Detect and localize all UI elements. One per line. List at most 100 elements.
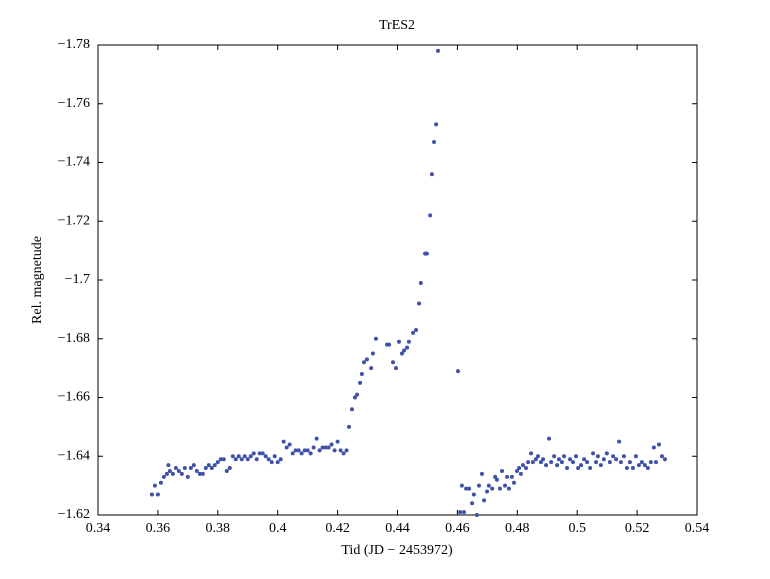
- point: [290, 451, 295, 456]
- point: [206, 463, 211, 468]
- point: [278, 457, 283, 462]
- point: [656, 442, 661, 447]
- point: [636, 463, 641, 468]
- point: [369, 366, 374, 371]
- point: [284, 445, 289, 450]
- point: [459, 483, 464, 488]
- point: [486, 483, 491, 488]
- point: [621, 454, 626, 459]
- x-tick-label: 0.5: [568, 521, 586, 536]
- point: [176, 468, 181, 473]
- point: [576, 466, 581, 470]
- x-tick-label: 0.52: [625, 521, 650, 536]
- point: [523, 466, 528, 470]
- point: [582, 457, 587, 462]
- point: [607, 460, 612, 465]
- point: [161, 474, 166, 479]
- point: [630, 466, 635, 470]
- point: [275, 460, 280, 465]
- point: [311, 445, 316, 450]
- point: [302, 448, 307, 453]
- point: [538, 460, 543, 465]
- point: [405, 345, 410, 350]
- point: [428, 213, 433, 218]
- point: [471, 492, 476, 497]
- point: [506, 486, 511, 491]
- point: [490, 486, 495, 491]
- point: [604, 451, 609, 456]
- y-tick-label: −1.78: [58, 37, 90, 52]
- point: [515, 468, 520, 473]
- x-tick-label: 0.54: [685, 521, 710, 536]
- point: [355, 392, 360, 397]
- point: [370, 351, 375, 356]
- point: [485, 489, 490, 494]
- point: [158, 480, 163, 485]
- point: [179, 471, 184, 476]
- point: [266, 457, 271, 462]
- point: [269, 460, 274, 465]
- point: [432, 139, 437, 144]
- point: [645, 466, 650, 470]
- point: [221, 457, 226, 462]
- point: [505, 474, 510, 479]
- x-tick-label: 0.4: [269, 521, 287, 536]
- point: [500, 468, 505, 473]
- point: [402, 348, 407, 353]
- point: [624, 466, 629, 470]
- point: [424, 251, 429, 256]
- point: [549, 460, 554, 465]
- y-tick-label: −1.62: [58, 507, 90, 522]
- point: [579, 463, 584, 468]
- point: [396, 339, 401, 344]
- point: [526, 460, 531, 465]
- point: [194, 468, 199, 473]
- point: [323, 445, 328, 450]
- point: [305, 448, 310, 453]
- point: [562, 454, 567, 459]
- point: [293, 448, 298, 453]
- point: [391, 360, 396, 365]
- x-tick-label: 0.48: [505, 521, 530, 536]
- point: [467, 486, 472, 491]
- point: [464, 486, 469, 491]
- point: [493, 474, 498, 479]
- point: [251, 451, 256, 456]
- point: [648, 460, 653, 465]
- point: [651, 445, 656, 450]
- point: [394, 366, 399, 371]
- y-tick-label: −1.66: [58, 390, 90, 405]
- point: [530, 460, 535, 465]
- point: [417, 301, 422, 306]
- point: [642, 463, 647, 468]
- point: [170, 471, 175, 476]
- point: [224, 468, 229, 473]
- point: [461, 510, 466, 515]
- point: [399, 351, 404, 356]
- point: [458, 510, 463, 515]
- point: [164, 471, 169, 476]
- point: [185, 474, 190, 479]
- point: [509, 474, 514, 479]
- point: [281, 439, 286, 444]
- y-tick-label: −1.64: [58, 448, 90, 463]
- point: [197, 471, 202, 476]
- y-axis-label: Rel. magnetude: [30, 236, 45, 324]
- point: [167, 468, 172, 473]
- point: [332, 448, 337, 453]
- x-tick-label: 0.42: [325, 521, 350, 536]
- point: [482, 498, 487, 503]
- point: [182, 466, 187, 470]
- point: [215, 460, 220, 465]
- point: [406, 339, 411, 344]
- point: [594, 460, 599, 465]
- point: [364, 357, 369, 362]
- point: [387, 342, 392, 347]
- point: [373, 336, 378, 341]
- point: [173, 466, 178, 470]
- point: [585, 460, 590, 465]
- point: [529, 451, 534, 456]
- point: [245, 457, 250, 462]
- point: [346, 424, 351, 429]
